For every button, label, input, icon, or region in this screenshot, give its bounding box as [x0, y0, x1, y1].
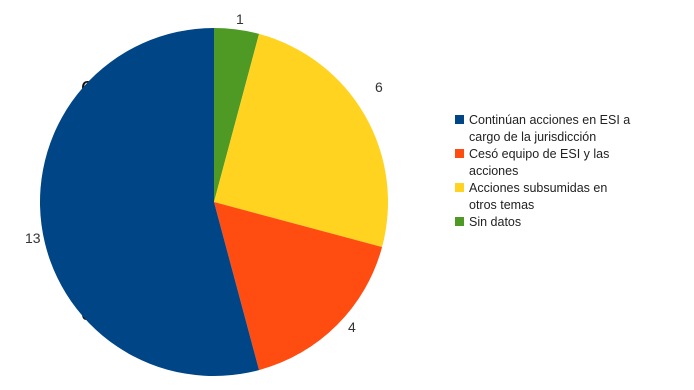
pie-slice-ces-equipo-de-esi-y-las-acciones — [214, 202, 383, 371]
legend-label: Acciones subsumidas en — [469, 181, 607, 195]
legend-item: Continúan acciones en ESI a cargo de la j… — [455, 113, 630, 144]
legend-label: Continúan acciones en ESI a — [469, 113, 630, 127]
legend-label: cargo de la jurisdicción — [469, 130, 596, 144]
slice-labels: 1 6 4 13 — [25, 11, 383, 335]
pie-slice-contin-an-acciones-en-esi-a-cargo-de-la-jurisdicci-n — [39, 28, 260, 376]
slice-value-label: 4 — [348, 319, 356, 335]
legend-item: Cesó equipo de ESI y las acciones — [455, 147, 609, 178]
pie-slices — [39, 28, 388, 376]
legend-label: Sin datos — [469, 215, 521, 229]
slice-value-label: 13 — [25, 230, 41, 246]
legend-swatch — [455, 149, 464, 158]
legend-swatch — [455, 183, 464, 192]
slice-value-label: 6 — [375, 79, 383, 95]
legend-swatch — [455, 217, 464, 226]
legend-item: Acciones subsumidas en otros temas — [455, 181, 607, 212]
legend-item: Sin datos — [455, 215, 521, 229]
legend: Continúan acciones en ESI a cargo de la j… — [455, 113, 630, 229]
legend-label: Cesó equipo de ESI y las — [469, 147, 609, 161]
legend-swatch — [455, 115, 464, 124]
pie-slice-acciones-subsumidas-en-otros-temas — [214, 33, 388, 248]
legend-label: acciones — [469, 164, 518, 178]
legend-label: otros temas — [469, 198, 534, 212]
slice-value-label: 1 — [236, 11, 244, 27]
pie-slice-sin-datos — [214, 28, 260, 202]
